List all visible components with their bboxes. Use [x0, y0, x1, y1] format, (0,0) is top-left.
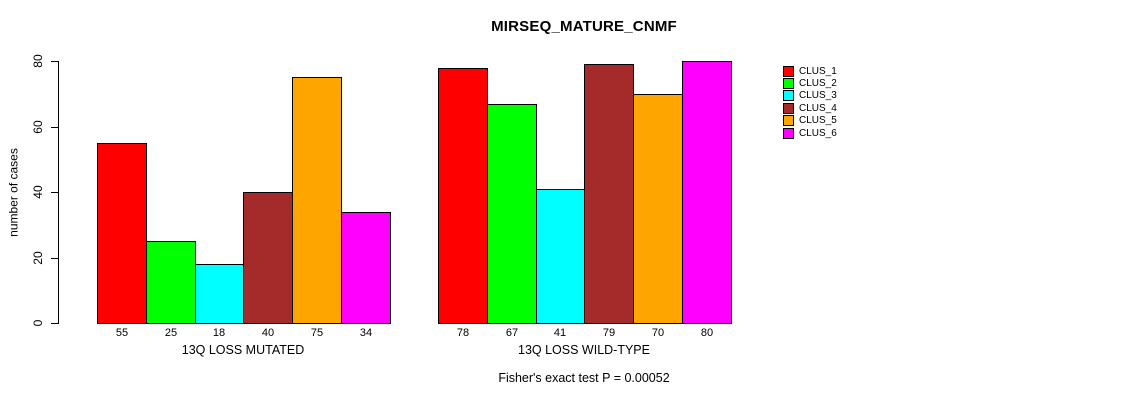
group-label: 13Q LOSS MUTATED — [181, 343, 305, 357]
y-tick — [51, 323, 58, 324]
y-tick-label: 80 — [31, 54, 45, 68]
legend-swatch — [783, 66, 794, 77]
annotation-fisher-test: Fisher's exact test P = 0.00052 — [498, 371, 670, 385]
y-tick-label: 0 — [31, 319, 45, 327]
legend-label: CLUS_1 — [799, 66, 837, 77]
bar — [97, 143, 147, 324]
bar — [584, 64, 634, 324]
bar — [536, 189, 585, 324]
legend-label: CLUS_5 — [799, 115, 837, 126]
group-label: 13Q LOSS WILD-TYPE — [518, 343, 650, 357]
bar-value-label: 75 — [310, 327, 324, 339]
y-tick — [51, 127, 58, 128]
legend-label: CLUS_2 — [799, 78, 837, 89]
legend-swatch — [783, 128, 794, 139]
y-tick — [51, 258, 58, 259]
y-axis-line — [58, 61, 59, 324]
bar-value-label: 34 — [359, 327, 373, 339]
y-tick-label: 20 — [31, 251, 45, 265]
bar — [682, 61, 732, 324]
bar — [292, 77, 342, 324]
legend-label: CLUS_3 — [799, 90, 837, 101]
legend-swatch — [783, 90, 794, 101]
bar — [146, 241, 196, 324]
bar — [341, 212, 391, 324]
bar — [633, 94, 683, 324]
bar-value-label: 25 — [164, 327, 178, 339]
bar-value-label: 55 — [115, 327, 129, 339]
chart-title: MIRSEQ_MATURE_CNMF — [491, 18, 677, 35]
bar — [487, 104, 537, 324]
bar — [195, 264, 244, 324]
bar-value-label: 79 — [602, 327, 616, 339]
y-tick — [51, 192, 58, 193]
bar-value-label: 67 — [505, 327, 519, 339]
bar — [438, 68, 488, 324]
y-tick — [51, 61, 58, 62]
legend-swatch — [783, 115, 794, 126]
bar-value-label: 18 — [212, 327, 226, 339]
y-axis-label: number of cases — [6, 148, 21, 237]
bar-value-label: 70 — [651, 327, 665, 339]
bar-value-label: 41 — [553, 327, 567, 339]
legend-label: CLUS_4 — [799, 103, 837, 114]
bar-value-label: 40 — [261, 327, 275, 339]
y-tick-label: 40 — [31, 185, 45, 199]
bar-value-label: 78 — [456, 327, 470, 339]
y-tick-label: 60 — [31, 120, 45, 134]
legend-swatch — [783, 103, 794, 114]
bar — [243, 192, 293, 324]
legend-label: CLUS_6 — [799, 128, 837, 139]
legend-swatch — [783, 78, 794, 89]
bar-value-label: 80 — [700, 327, 714, 339]
